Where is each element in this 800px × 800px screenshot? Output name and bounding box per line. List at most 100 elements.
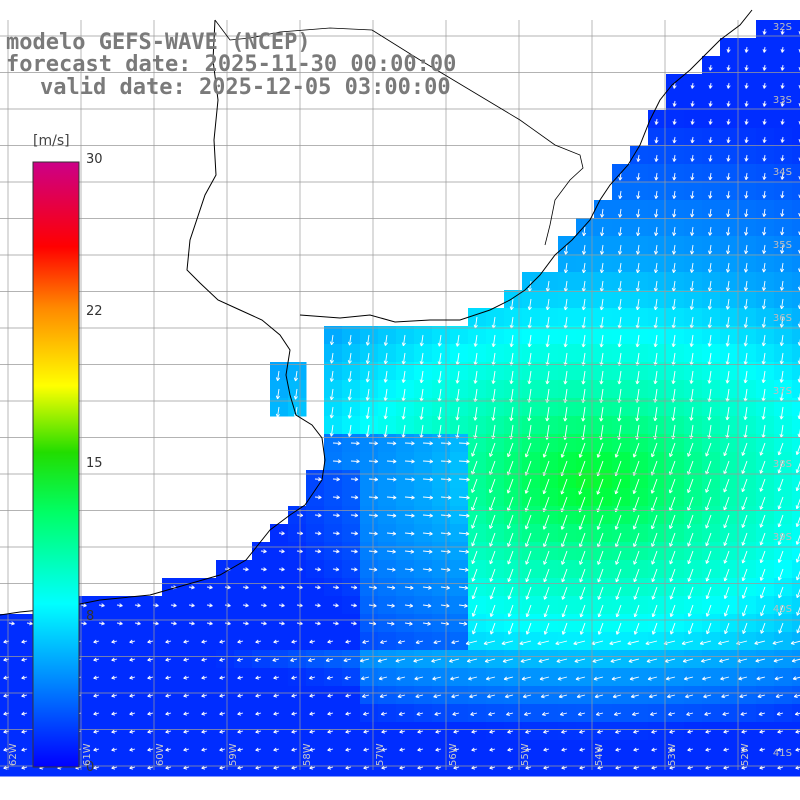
wind-arrow xyxy=(672,226,677,236)
wind-speed-cell xyxy=(252,758,271,777)
wind-arrow xyxy=(636,154,641,162)
wind-speed-cell xyxy=(306,668,325,687)
wind-speed-cell xyxy=(234,740,253,759)
wind-arrow xyxy=(332,495,340,500)
wind-speed-cell xyxy=(792,56,800,75)
wind-arrow xyxy=(111,729,118,734)
wind-speed-cell xyxy=(774,740,793,759)
wind-arrow xyxy=(780,46,785,53)
wind-arrow xyxy=(705,604,712,617)
wind-arrow xyxy=(527,280,532,292)
wind-speed-cell xyxy=(702,740,721,759)
wind-speed-cell xyxy=(90,722,109,741)
wind-speed-cell xyxy=(792,308,800,327)
wind-speed-cell xyxy=(738,740,757,759)
wind-arrow xyxy=(501,640,514,646)
wind-arrow xyxy=(740,711,748,716)
wind-arrow xyxy=(741,514,748,528)
wind-speed-cell xyxy=(378,650,397,669)
wind-arrow xyxy=(561,747,568,752)
wind-arrow xyxy=(725,370,730,384)
wind-speed-cell xyxy=(792,452,800,471)
wind-arrow xyxy=(291,693,298,698)
wind-speed-cell xyxy=(108,668,127,687)
wind-arrow xyxy=(689,280,694,292)
wind-arrow xyxy=(563,352,568,366)
wind-arrow xyxy=(347,388,352,401)
wind-arrow xyxy=(617,280,622,292)
wind-speed-cell xyxy=(396,758,415,777)
wind-arrow xyxy=(458,549,469,554)
wind-arrow xyxy=(165,765,172,770)
wind-arrow xyxy=(260,603,267,608)
wind-arrow xyxy=(224,603,231,608)
wind-arrow xyxy=(489,532,496,547)
wind-speed-cell xyxy=(702,758,721,777)
wind-arrow xyxy=(165,729,172,734)
wind-speed-cell xyxy=(126,686,145,705)
wind-arrow xyxy=(762,136,767,143)
wind-arrow xyxy=(689,406,694,421)
wind-arrow xyxy=(260,567,267,572)
wind-arrow xyxy=(633,729,640,734)
wind-arrow xyxy=(111,711,118,716)
wind-arrow xyxy=(327,765,334,770)
wind-speed-cell xyxy=(18,650,37,669)
river-uruguay xyxy=(371,29,584,246)
wind-speed-cell xyxy=(396,632,415,651)
wind-arrow xyxy=(744,190,749,199)
wind-speed-cell xyxy=(792,650,800,669)
wind-arrow xyxy=(219,765,226,770)
wind-speed-cell xyxy=(126,740,145,759)
wind-arrow xyxy=(260,621,267,626)
wind-speed-cell xyxy=(396,668,415,687)
wind-arrow xyxy=(610,658,622,663)
wind-arrow xyxy=(347,334,352,346)
wind-speed-cell xyxy=(630,668,649,687)
wind-arrow xyxy=(579,747,586,752)
wind-speed-cell xyxy=(792,560,800,579)
wind-arrow xyxy=(378,676,388,681)
wind-speed-cell xyxy=(450,668,469,687)
wind-arrow xyxy=(741,496,748,511)
wind-arrow xyxy=(654,190,659,199)
wind-arrow xyxy=(650,442,658,458)
wind-arrow xyxy=(707,424,712,439)
wind-arrow xyxy=(543,729,550,734)
wind-arrow xyxy=(617,370,622,385)
wind-arrow xyxy=(404,549,415,554)
wind-speed-cell xyxy=(396,704,415,723)
wind-arrow xyxy=(777,532,784,546)
wind-speed-cell xyxy=(306,740,325,759)
wind-speed-cell xyxy=(792,146,800,165)
wind-speed-cell xyxy=(774,650,793,669)
wind-speed-cell xyxy=(198,704,217,723)
wind-arrow xyxy=(761,298,766,310)
wind-arrow xyxy=(762,244,767,254)
wind-speed-cell xyxy=(0,704,19,723)
wind-arrow xyxy=(434,711,442,716)
wind-speed-cell xyxy=(630,704,649,723)
wind-arrow xyxy=(556,658,568,663)
wind-arrow xyxy=(170,621,177,626)
wind-arrow xyxy=(669,568,676,582)
wind-speed-cell xyxy=(198,722,217,741)
wind-arrow xyxy=(796,606,800,616)
wind-speed-cell xyxy=(666,686,685,705)
wind-arrow xyxy=(578,532,586,548)
wind-arrow xyxy=(219,729,226,734)
wind-arrow xyxy=(705,586,712,600)
wind-speed-cell xyxy=(90,758,109,777)
wind-arrow xyxy=(664,658,676,663)
wind-arrow xyxy=(595,712,604,717)
wind-speed-cell xyxy=(792,596,800,615)
wind-arrow xyxy=(708,244,713,255)
wind-speed-cell xyxy=(576,668,595,687)
wind-speed-cell xyxy=(108,740,127,759)
wind-arrow xyxy=(452,711,460,716)
wind-arrow xyxy=(183,639,190,644)
wind-speed-cell xyxy=(234,686,253,705)
wind-speed-cell xyxy=(288,632,307,651)
wind-arrow xyxy=(458,567,469,572)
wind-speed-cell xyxy=(558,722,577,741)
